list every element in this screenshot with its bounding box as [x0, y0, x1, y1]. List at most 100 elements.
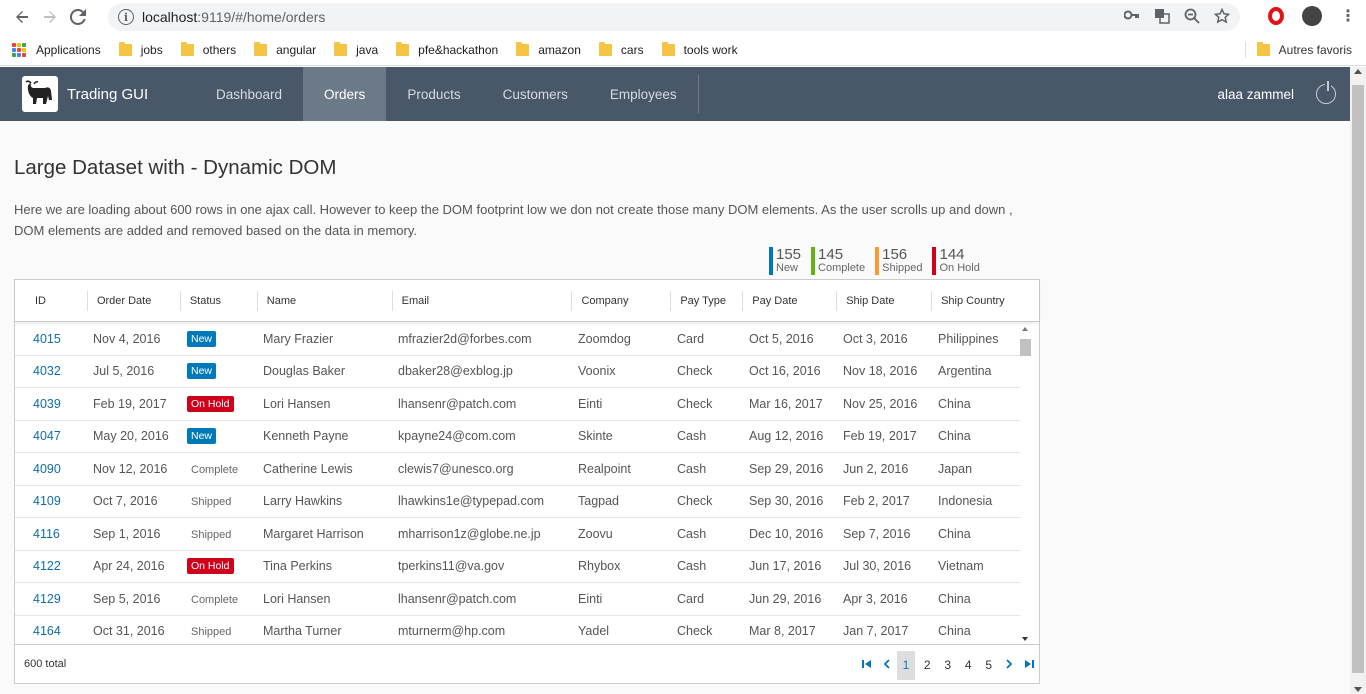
status-badge: New — [187, 363, 217, 380]
scroll-thumb[interactable] — [1352, 85, 1364, 673]
column-header-pay-date[interactable]: Pay Date — [742, 290, 836, 311]
ship-country-cell: China — [938, 591, 971, 606]
table-row[interactable]: 4090 Nov 12, 2016 Complete Catherine Lew… — [15, 453, 1020, 486]
table-row[interactable]: 4122 Apr 24, 2016 On Hold Tina Perkins t… — [15, 551, 1020, 583]
previous-page-icon[interactable] — [877, 659, 897, 672]
pay-type-cell: Cash — [677, 461, 707, 476]
opera-extension-icon[interactable] — [1268, 7, 1284, 25]
power-icon[interactable] — [1316, 81, 1336, 104]
scroll-down-icon[interactable] — [1354, 687, 1362, 692]
order-id-link[interactable]: 4039 — [33, 396, 61, 411]
column-header-name[interactable]: Name — [256, 290, 392, 311]
forward-icon[interactable] — [36, 3, 64, 31]
zoom-icon[interactable] — [1184, 8, 1200, 27]
order-id-link[interactable]: 4109 — [33, 494, 61, 509]
column-header-status[interactable]: Status — [179, 290, 257, 311]
status-text: Complete — [191, 593, 239, 606]
stat-bar — [932, 247, 937, 275]
bookmark-folder[interactable]: tools work — [661, 41, 738, 57]
pay-type-cell: Check — [677, 494, 713, 509]
key-icon[interactable] — [1123, 8, 1140, 27]
table-row[interactable]: 4047 May 20, 2016 New Kenneth Payne kpay… — [15, 421, 1020, 453]
bookmark-folder[interactable]: cars — [598, 41, 644, 57]
tab-orders[interactable]: Orders — [303, 67, 387, 121]
column-header-company[interactable]: Company — [571, 290, 670, 311]
profile-avatar[interactable] — [1302, 6, 1322, 26]
tab-employees[interactable]: Employees — [609, 86, 677, 102]
scroll-down-icon[interactable] — [1022, 637, 1028, 641]
pay-date-cell: Aug 12, 2016 — [749, 429, 824, 444]
order-id-link[interactable]: 4122 — [33, 559, 61, 574]
column-header-ship-date[interactable]: Ship Date — [836, 290, 931, 311]
pay-type-cell: Check — [677, 364, 713, 379]
column-header-ship-country[interactable]: Ship Country — [931, 290, 1039, 311]
bookmark-separator — [1245, 42, 1246, 58]
translate-icon[interactable] — [1154, 8, 1170, 27]
ship-country-cell: China — [938, 624, 971, 639]
status-cell: On Hold — [181, 558, 257, 575]
last-page-icon[interactable] — [1019, 659, 1039, 672]
column-header-order-date[interactable]: Order Date — [86, 290, 180, 311]
table-row[interactable]: 4039 Feb 19, 2017 On Hold Lori Hansen lh… — [15, 388, 1020, 421]
tab-customers[interactable]: Customers — [502, 86, 568, 102]
order-id-link[interactable]: 4164 — [33, 624, 61, 639]
status-cell: New — [181, 363, 257, 380]
page-button-4[interactable]: 4 — [964, 658, 972, 672]
page-scrollbar[interactable] — [1350, 67, 1366, 694]
star-icon[interactable] — [1213, 7, 1231, 27]
table-row[interactable]: 4032 Jul 5, 2016 New Douglas Baker dbake… — [15, 356, 1020, 388]
bookmark-folder[interactable]: amazon — [516, 41, 581, 57]
order-id-link[interactable]: 4129 — [33, 591, 61, 606]
url-text[interactable]: localhost:9119/#/home/orders — [142, 9, 326, 25]
browser-menu-icon[interactable]: ⋮ — [1340, 8, 1356, 25]
bookmark-folder[interactable]: java — [334, 41, 378, 57]
brand-name[interactable]: Trading GUI — [67, 85, 149, 103]
user-name[interactable]: alaa zammel — [1217, 86, 1294, 102]
page-button-1[interactable]: 1 — [897, 651, 915, 680]
order-id-link[interactable]: 4032 — [33, 364, 61, 379]
email-cell: mturnerm@hp.com — [398, 624, 506, 639]
address-bar[interactable]: i localhost:9119/#/home/orders — [108, 3, 1240, 31]
stat-complete: 145 Complete — [811, 247, 865, 275]
order-id-link[interactable]: 4090 — [33, 461, 61, 476]
back-icon[interactable] — [8, 3, 36, 31]
stat-shipped: 156 Shipped — [875, 247, 922, 275]
order-id-link[interactable]: 4047 — [33, 429, 61, 444]
next-page-icon[interactable] — [999, 659, 1019, 672]
table-row[interactable]: 4129 Sep 5, 2016 Complete Lori Hansen lh… — [15, 583, 1020, 616]
bull-logo-icon[interactable] — [22, 76, 58, 112]
bookmark-folder[interactable]: others — [180, 41, 236, 57]
column-header-email[interactable]: Email — [391, 290, 572, 311]
scroll-up-icon[interactable] — [1022, 327, 1028, 331]
bookmark-folder[interactable]: pfe&hackathon — [396, 41, 498, 57]
table-row[interactable]: 4164 Oct 31, 2016 Shipped Martha Turner … — [15, 616, 1020, 646]
page-button-5[interactable]: 5 — [985, 658, 993, 672]
tab-dashboard[interactable]: Dashboard — [216, 86, 283, 102]
table-row[interactable]: 4015 Nov 4, 2016 New Mary Frazier mfrazi… — [15, 323, 1020, 356]
column-header-pay-type[interactable]: Pay Type — [670, 290, 742, 311]
order-id-link[interactable]: 4015 — [33, 331, 61, 346]
bookmark-other[interactable]: Autres favoris — [1256, 42, 1352, 57]
company-cell: Tagpad — [578, 494, 620, 509]
table-row[interactable]: 4116 Sep 1, 2016 Shipped Margaret Harris… — [15, 518, 1020, 551]
status-cell: Shipped — [181, 624, 257, 638]
site-info-icon[interactable]: i — [118, 9, 134, 25]
reload-icon[interactable] — [64, 3, 92, 31]
column-header-id[interactable]: ID — [35, 294, 46, 307]
ship-date-cell: Sep 7, 2016 — [843, 526, 911, 541]
bookmark-applications[interactable]: Applications — [12, 42, 101, 57]
page-button-2[interactable]: 2 — [923, 658, 931, 672]
table-row[interactable]: 4109 Oct 7, 2016 Shipped Larry Hawkins l… — [15, 486, 1020, 518]
tab-products[interactable]: Products — [407, 86, 461, 102]
status-cell: On Hold — [181, 395, 257, 412]
scroll-up-icon[interactable] — [1354, 69, 1362, 74]
first-page-icon[interactable] — [857, 659, 877, 672]
bookmark-folder[interactable]: jobs — [118, 41, 163, 57]
email-cell: mharrison1z@globe.ne.jp — [398, 526, 541, 541]
order-id-link[interactable]: 4116 — [33, 526, 60, 541]
ship-country-cell: Philippines — [938, 331, 999, 346]
datagrid-scrollbar[interactable] — [1019, 323, 1032, 645]
page-button-3[interactable]: 3 — [944, 658, 952, 672]
bookmark-folder[interactable]: angular — [254, 41, 316, 57]
scroll-thumb[interactable] — [1020, 339, 1031, 356]
